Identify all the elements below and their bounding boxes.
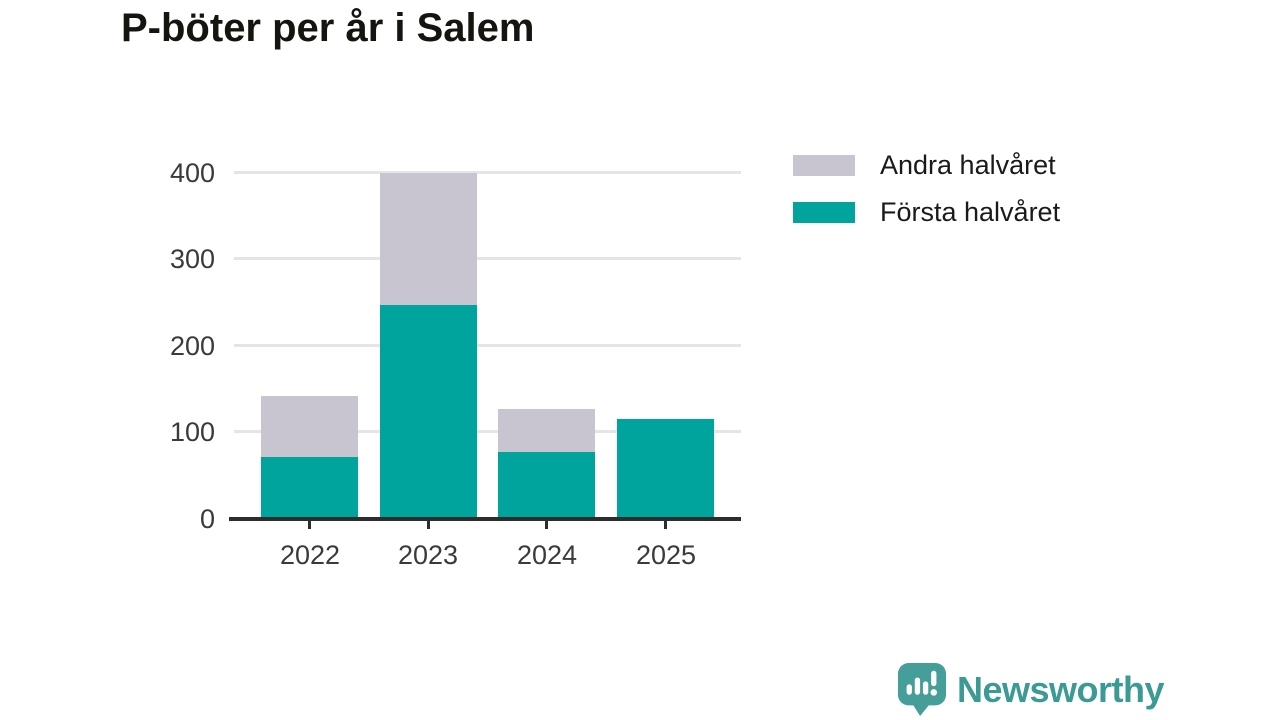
x-axis-label-2023: 2023 [397,540,459,570]
y-axis-tick-label: 300 [169,244,215,274]
bar-segment-2024-andra-halv-ret [498,409,595,452]
bar-segment-2024-f-rsta-halv-ret [498,452,595,519]
bar-segment-2022-andra-halv-ret [261,396,358,457]
x-axis-label-2022: 2022 [279,540,341,570]
legend-label: Första halvåret [880,196,1061,227]
legend-item: Första halvåret [793,195,1060,229]
y-axis-tick-label: 400 [169,158,215,188]
legend-swatch [793,201,855,223]
x-axis-tick-2025 [664,521,667,529]
gridline-300 [234,257,741,260]
x-axis-tick-2024 [545,521,548,529]
bar-segment-2022-f-rsta-halv-ret [261,457,358,519]
newsworthy-wordmark: Newsworthy [957,668,1165,710]
x-axis-line [229,517,741,521]
legend-swatch [793,154,855,176]
newsworthy-logo: Newsworthy [897,662,1165,717]
x-axis-tick-2022 [308,521,311,529]
y-axis-tick-label: 0 [199,504,215,534]
gridline-400 [234,171,741,174]
y-axis-tick-label: 100 [169,417,215,447]
y-axis-tick-label: 200 [169,331,215,361]
bar-segment-2023-andra-halv-ret [380,173,477,305]
bar-segment-2025-f-rsta-halv-ret [617,419,714,519]
x-axis-label-2024: 2024 [516,540,578,570]
legend-label: Andra halvåret [880,149,1056,180]
chart-title: P-böter per år i Salem [121,6,535,50]
gridline-100 [234,430,741,433]
legend-item: Andra halvåret [793,148,1056,182]
bar-segment-2023-f-rsta-halv-ret [380,305,477,519]
gridline-200 [234,344,741,347]
x-axis-tick-2023 [427,521,430,529]
newsworthy-icon [897,663,947,716]
x-axis-label-2025: 2025 [635,540,697,570]
